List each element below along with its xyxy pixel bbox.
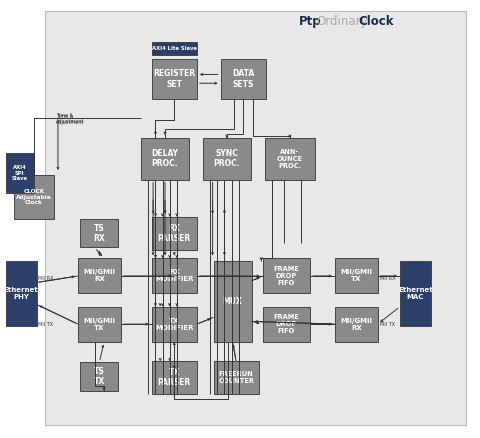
Text: RX
MODIFIER: RX MODIFIER (155, 269, 193, 283)
Text: DELAY
PROC.: DELAY PROC. (152, 149, 179, 169)
Bar (6, 261, 36, 326)
Bar (152, 59, 197, 99)
Bar (400, 261, 431, 326)
Text: MII/GMII
TX: MII/GMII TX (340, 269, 372, 283)
Bar (152, 307, 197, 342)
Bar (152, 361, 197, 394)
Text: Ethernet
MAC: Ethernet MAC (398, 287, 433, 300)
Text: REGISTER
SET: REGISTER SET (153, 69, 195, 88)
Bar (14, 175, 54, 219)
Text: MII/GMII
TX: MII/GMII TX (84, 318, 115, 331)
Bar (335, 307, 378, 342)
Text: TX
MODIFIER: TX MODIFIER (155, 318, 193, 331)
Text: MII TX: MII TX (38, 321, 54, 327)
Bar (263, 258, 310, 293)
Text: TS
RX: TS RX (94, 223, 105, 243)
Text: AXI4 Lite Slave: AXI4 Lite Slave (152, 46, 197, 51)
Text: Ptp: Ptp (299, 15, 322, 28)
Text: Time &
Adjustment: Time & Adjustment (56, 113, 84, 124)
Text: TS
TX: TS TX (94, 367, 105, 386)
Bar (80, 362, 119, 391)
Bar (141, 138, 189, 180)
Text: CLOCK
Adjustable
Clock: CLOCK Adjustable Clock (16, 189, 52, 205)
Text: TX
PARSER: TX PARSER (157, 368, 191, 388)
Bar (152, 217, 197, 250)
Text: ANN-
OUNCE
PROC.: ANN- OUNCE PROC. (277, 149, 303, 169)
Text: Clock: Clock (359, 15, 394, 28)
Text: FRAME
DROP
FIFO: FRAME DROP FIFO (274, 314, 299, 334)
Bar (335, 258, 378, 293)
Text: MUX: MUX (223, 297, 242, 306)
Text: Ordinary: Ordinary (317, 15, 369, 28)
Text: SYNC
PROC.: SYNC PROC. (214, 149, 240, 169)
Text: MII TX: MII TX (380, 321, 395, 327)
Text: RX
PARSER: RX PARSER (157, 223, 191, 243)
Bar (221, 59, 266, 99)
Bar (80, 219, 119, 247)
Text: DATA
SETS: DATA SETS (232, 69, 254, 88)
Text: MII/GMII
RX: MII/GMII RX (84, 269, 115, 283)
Text: FREERUN
COUNTER: FREERUN COUNTER (218, 371, 254, 384)
Bar (263, 307, 310, 342)
Bar (152, 42, 197, 55)
Text: MII RX: MII RX (38, 276, 54, 281)
Bar (203, 138, 251, 180)
Text: AXI4
SPI
Slave: AXI4 SPI Slave (12, 165, 28, 181)
Text: FRAME
DROP
FIFO: FRAME DROP FIFO (274, 266, 299, 286)
Bar (78, 258, 121, 293)
Bar (265, 138, 315, 180)
Text: Ethernet
PHY: Ethernet PHY (4, 287, 38, 300)
Text: MII/GMII
RX: MII/GMII RX (340, 318, 372, 331)
Text: MII RX: MII RX (380, 276, 396, 281)
Bar (45, 11, 466, 425)
Bar (152, 258, 197, 293)
Bar (214, 361, 259, 394)
Bar (214, 261, 252, 342)
Bar (6, 153, 34, 193)
Bar (78, 307, 121, 342)
Text: Time &
Adjustment: Time & Adjustment (56, 114, 84, 124)
